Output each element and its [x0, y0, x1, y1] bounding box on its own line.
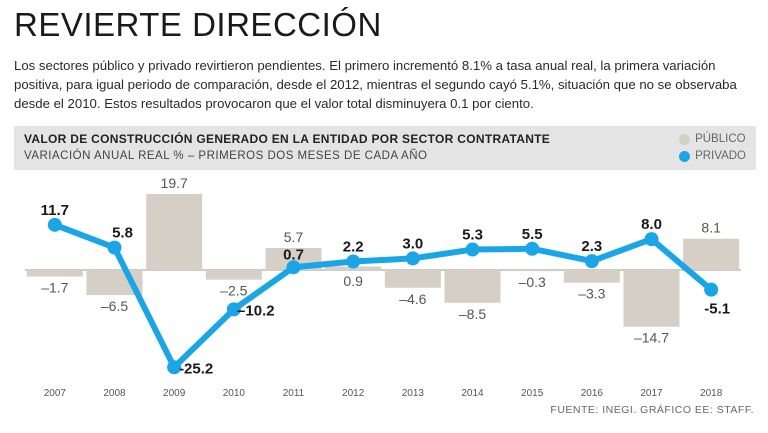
line-label-2011: 0.7	[283, 246, 304, 263]
legend-label-privado: PRIVADO	[695, 150, 746, 162]
legend-swatch-publico	[679, 134, 691, 145]
point-privado-2010	[226, 302, 241, 317]
line-label-2016: 2.3	[581, 238, 602, 255]
bar-publico-2014	[444, 270, 501, 303]
bar-label-2018: 8.1	[701, 220, 721, 236]
line-privado	[51, 221, 715, 371]
line-label-2009: -25.2	[179, 360, 213, 377]
line-label-2007: 11.7	[41, 202, 69, 219]
point-privado-2018	[704, 282, 719, 297]
bar-publico-2016	[563, 270, 620, 283]
line-label-2008: 5.8	[112, 225, 133, 242]
line-label-2015: 5.5	[522, 226, 543, 243]
bar-label-2007: –1.7	[41, 280, 68, 296]
x-tick-2018: 2018	[700, 388, 723, 399]
bar-publico-2007	[26, 270, 83, 277]
source-note: FUENTE: INEGI. GRÁFICO EE: STAFF.	[550, 404, 754, 416]
bar-publico-2015	[504, 270, 561, 272]
x-tick-2010: 2010	[223, 388, 246, 399]
x-tick-2015: 2015	[521, 388, 544, 399]
bar-label-2014: –8.5	[459, 306, 486, 322]
bar-publico-2017	[623, 270, 680, 327]
point-privado-2012	[346, 254, 361, 269]
legend-item-publico: PÚBLICO	[679, 131, 746, 148]
bar-label-2008: –6.5	[101, 298, 128, 314]
legend-label-publico: PÚBLICO	[695, 133, 746, 145]
x-tick-2011: 2011	[283, 388, 305, 399]
x-tick-2013: 2013	[402, 388, 425, 399]
point-privado-2009	[167, 360, 182, 375]
headline: REVIERTE DIRECCIÓN	[14, 6, 382, 43]
point-privado-2007	[47, 217, 62, 232]
line-label-2010: –10.2	[237, 302, 275, 319]
point-privado-2008	[107, 240, 122, 255]
bar-publico-2010	[205, 270, 262, 280]
point-privado-2011	[286, 260, 301, 275]
legend-swatch-privado	[679, 151, 691, 162]
point-privado-2014	[465, 242, 480, 257]
x-tick-2012: 2012	[342, 388, 365, 399]
chart-header: VALOR DE CONSTRUCCIÓN GENERADO EN LA ENT…	[14, 126, 756, 170]
bar-label-2013: –4.6	[399, 291, 426, 307]
x-tick-2017: 2017	[640, 388, 663, 399]
bar-label-2015: –0.3	[519, 274, 546, 290]
line-label-2018: -5.1	[704, 301, 730, 318]
point-privado-2017	[644, 232, 659, 247]
chart-title: VALOR DE CONSTRUCCIÓN GENERADO EN LA ENT…	[24, 132, 551, 146]
bar-label-2009: 19.7	[161, 175, 188, 191]
bar-publico-2009	[146, 193, 203, 270]
point-privado-2013	[405, 251, 420, 266]
point-privado-2016	[584, 254, 599, 269]
bar-label-2017: –14.7	[634, 330, 669, 346]
intro-paragraph: Los sectores público y privado revirtier…	[14, 58, 737, 111]
x-tick-2016: 2016	[581, 388, 604, 399]
legend-item-privado: PRIVADO	[679, 148, 746, 165]
point-privado-2015	[525, 241, 540, 256]
line-label-2014: 5.3	[462, 227, 483, 244]
bar-label-2012: 0.9	[343, 273, 363, 289]
x-tick-2008: 2008	[103, 388, 126, 399]
x-tick-2009: 2009	[163, 388, 186, 399]
bar-label-2016: –3.3	[578, 286, 605, 302]
line-label-2012: 2.2	[343, 239, 364, 256]
bar-publico-2013	[384, 270, 441, 288]
legend: PÚBLICO PRIVADO	[679, 131, 746, 165]
bar-publico-2018	[683, 238, 740, 270]
x-tick-2014: 2014	[461, 388, 484, 399]
line-label-2013: 3.0	[402, 235, 423, 252]
chart-subtitle: VARIACIÓN ANUAL REAL % – PRIMEROS DOS ME…	[24, 150, 428, 162]
bar-label-2010: –2.5	[220, 283, 247, 299]
line-label-2017: 8.0	[641, 216, 662, 233]
x-tick-2007: 2007	[44, 388, 67, 399]
bar-label-2011: 5.7	[284, 229, 304, 245]
